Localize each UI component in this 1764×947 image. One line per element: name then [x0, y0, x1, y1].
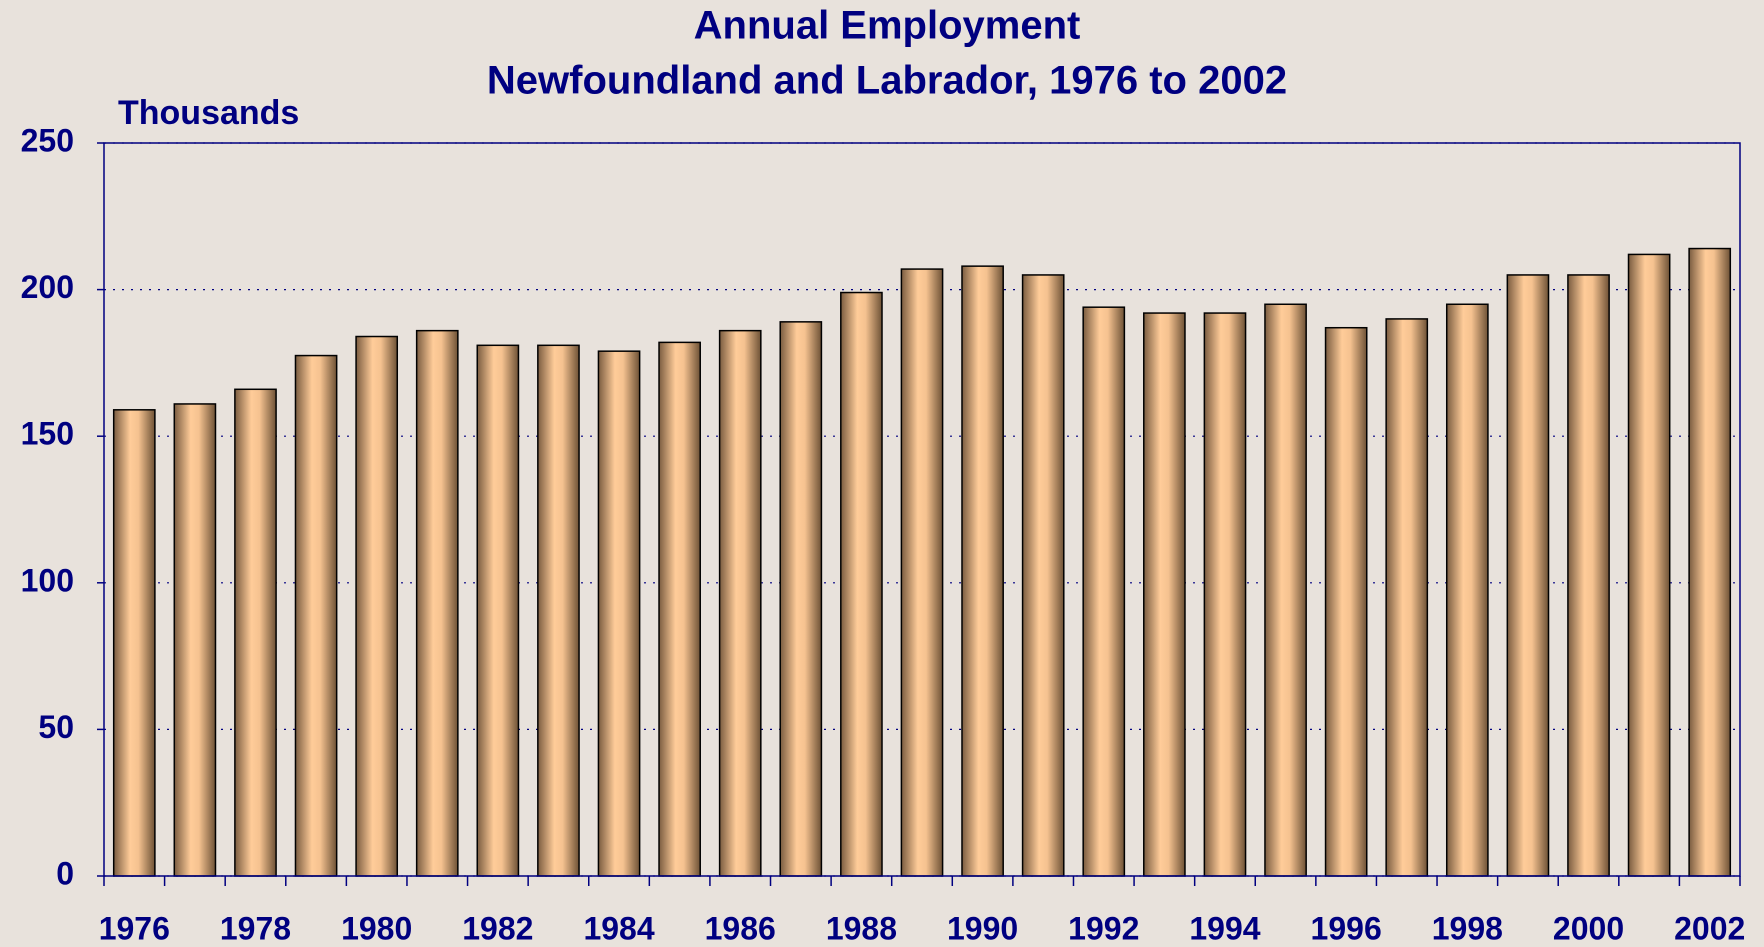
bar — [355, 335, 399, 877]
y-tick-label: 100 — [21, 562, 74, 598]
bar — [961, 265, 1004, 877]
bar — [840, 291, 883, 877]
bar — [476, 344, 520, 877]
chart-title: Annual Employment — [694, 4, 1081, 48]
x-tick-label: 1982 — [462, 910, 533, 946]
bar — [1506, 274, 1550, 877]
x-tick-label: 1994 — [1189, 910, 1260, 946]
y-tick-label: 50 — [38, 709, 74, 745]
x-tick-label: 1992 — [1068, 910, 1139, 946]
y-axis-label: Thousands — [118, 94, 299, 132]
y-tick-label: 0 — [56, 855, 74, 891]
x-tick-label: 1976 — [99, 910, 170, 946]
y-tick-label: 250 — [21, 122, 74, 158]
bar — [294, 354, 338, 877]
y-tick-label: 150 — [21, 416, 74, 452]
x-tick-label: 1996 — [1311, 910, 1382, 946]
bar — [537, 344, 580, 877]
bar — [1688, 247, 1732, 877]
bar — [1627, 253, 1671, 877]
bar — [1143, 312, 1186, 877]
x-tick-label: 1978 — [220, 910, 291, 946]
bar — [1264, 303, 1307, 877]
bar — [658, 341, 701, 877]
bar — [1567, 274, 1610, 877]
bar — [1385, 318, 1429, 877]
bar — [173, 403, 217, 877]
x-tick-label: 1998 — [1432, 910, 1503, 946]
plot-frame — [103, 142, 1741, 877]
x-tick-label: 1984 — [583, 910, 654, 946]
x-tick-label: 1986 — [705, 910, 776, 946]
x-tick-label: 1990 — [947, 910, 1018, 946]
x-tick-label: 2002 — [1674, 910, 1745, 946]
chart-subtitle: Newfoundland and Labrador, 1976 to 2002 — [487, 59, 1287, 103]
bar — [597, 350, 641, 877]
bar — [112, 409, 156, 877]
x-tick-label: 1980 — [341, 910, 412, 946]
bar — [415, 329, 459, 877]
bar — [718, 329, 762, 877]
bar — [234, 388, 277, 877]
bar — [1445, 303, 1489, 877]
bar — [1203, 312, 1247, 877]
y-tick-label: 200 — [21, 269, 74, 305]
bar — [900, 268, 944, 877]
x-tick-label: 1988 — [826, 910, 897, 946]
bar — [779, 321, 823, 877]
bar — [1324, 326, 1368, 877]
bar — [1082, 306, 1126, 877]
x-tick-label: 2000 — [1553, 910, 1624, 946]
bar — [1021, 274, 1065, 877]
